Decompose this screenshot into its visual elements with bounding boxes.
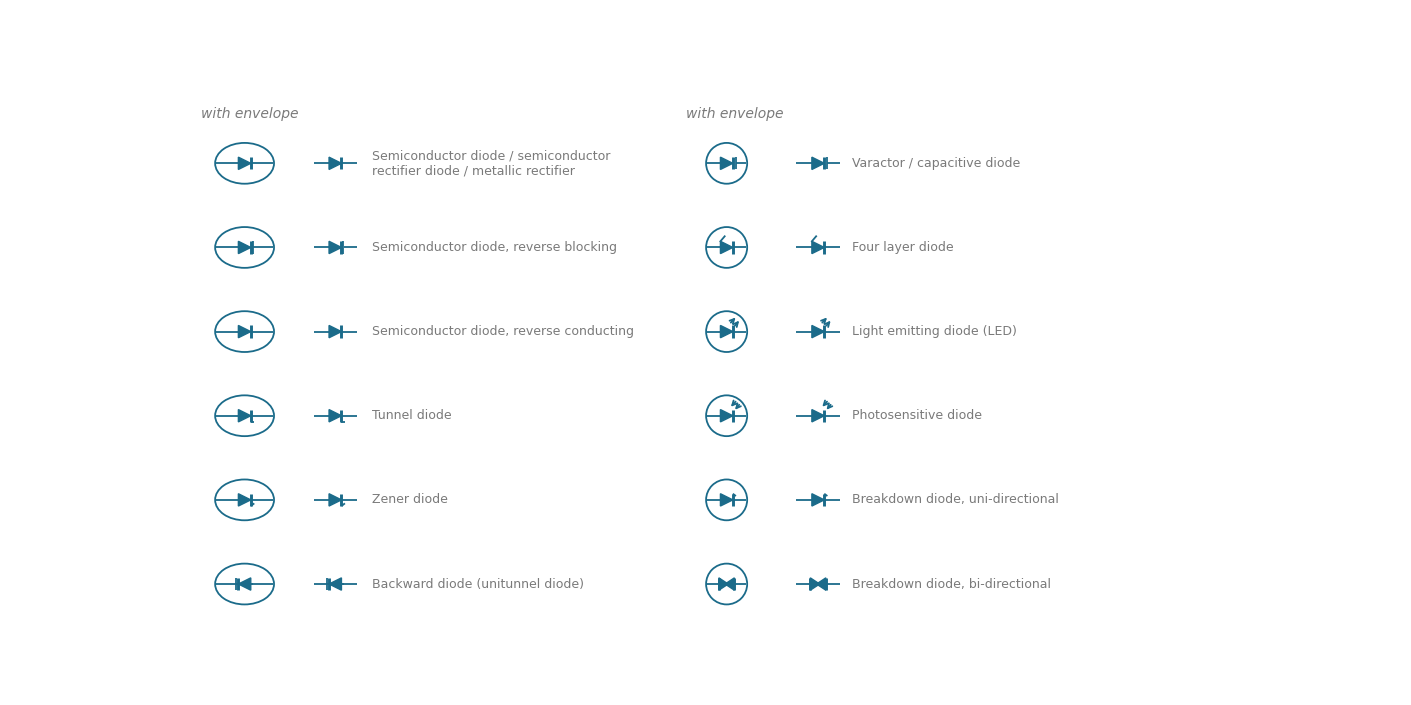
Text: Breakdown diode, uni-directional: Breakdown diode, uni-directional bbox=[852, 493, 1060, 506]
Polygon shape bbox=[329, 157, 341, 169]
Polygon shape bbox=[238, 410, 251, 422]
Polygon shape bbox=[811, 410, 824, 422]
Text: Light emitting diode (LED): Light emitting diode (LED) bbox=[852, 325, 1017, 338]
Polygon shape bbox=[811, 493, 824, 506]
Polygon shape bbox=[725, 578, 734, 590]
Polygon shape bbox=[329, 410, 341, 422]
Text: Photosensitive diode: Photosensitive diode bbox=[852, 409, 982, 422]
Polygon shape bbox=[238, 326, 251, 338]
Polygon shape bbox=[817, 578, 825, 590]
Polygon shape bbox=[238, 157, 251, 169]
Text: Tunnel diode: Tunnel diode bbox=[371, 409, 452, 422]
Polygon shape bbox=[811, 157, 824, 169]
Text: Breakdown diode, bi-directional: Breakdown diode, bi-directional bbox=[852, 577, 1051, 591]
Polygon shape bbox=[721, 157, 732, 169]
Polygon shape bbox=[811, 326, 824, 338]
Polygon shape bbox=[238, 493, 251, 506]
Text: Semiconductor diode, reverse blocking: Semiconductor diode, reverse blocking bbox=[371, 241, 617, 254]
Polygon shape bbox=[721, 326, 732, 338]
Text: Four layer diode: Four layer diode bbox=[852, 241, 954, 254]
Text: with envelope: with envelope bbox=[686, 106, 785, 121]
Polygon shape bbox=[721, 493, 732, 506]
Text: Semiconductor diode / semiconductor
rectifier diode / metallic rectifier: Semiconductor diode / semiconductor rect… bbox=[371, 149, 610, 178]
Polygon shape bbox=[721, 410, 732, 422]
Polygon shape bbox=[329, 241, 341, 254]
Polygon shape bbox=[811, 241, 824, 254]
Text: Semiconductor diode, reverse conducting: Semiconductor diode, reverse conducting bbox=[371, 325, 634, 338]
Polygon shape bbox=[329, 326, 341, 338]
Polygon shape bbox=[810, 578, 820, 590]
Text: Zener diode: Zener diode bbox=[371, 493, 447, 506]
Text: with envelope: with envelope bbox=[202, 106, 299, 121]
Polygon shape bbox=[718, 578, 728, 590]
Polygon shape bbox=[329, 578, 341, 590]
Polygon shape bbox=[329, 493, 341, 506]
Polygon shape bbox=[238, 578, 251, 590]
Polygon shape bbox=[238, 241, 251, 254]
Text: Backward diode (unitunnel diode): Backward diode (unitunnel diode) bbox=[371, 577, 584, 591]
Polygon shape bbox=[721, 241, 732, 254]
Text: Varactor / capacitive diode: Varactor / capacitive diode bbox=[852, 157, 1020, 170]
